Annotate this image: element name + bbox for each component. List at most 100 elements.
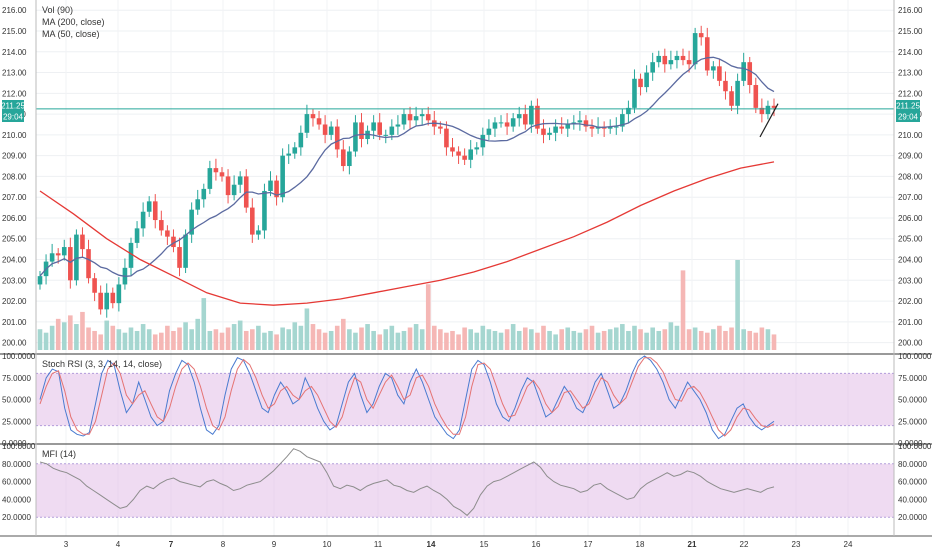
candle-body — [359, 122, 364, 140]
candle-body — [529, 105, 534, 125]
time-tick: 23 — [792, 540, 801, 549]
candle-body — [486, 128, 492, 135]
volume-bar — [765, 329, 771, 350]
volume-bar — [116, 329, 122, 350]
volume-bar — [159, 332, 164, 350]
candle-body — [371, 122, 376, 131]
mfi-line — [39, 448, 775, 517]
volume-bar — [516, 330, 522, 350]
candle-body — [250, 207, 255, 235]
candle-body — [662, 55, 668, 65]
candle-body — [553, 126, 558, 133]
volume-bar — [522, 327, 528, 350]
volume-bars — [37, 260, 777, 350]
volume-bar — [213, 329, 219, 350]
volume-bar — [662, 329, 668, 350]
price-tick-right: 200.00 — [898, 339, 923, 348]
price-tick-left: 202.00 — [2, 297, 27, 306]
price-tick-left: 203.00 — [2, 276, 27, 285]
volume-bar — [486, 329, 492, 350]
price-tick-left: 208.00 — [2, 172, 27, 181]
volume-bar — [747, 330, 753, 350]
volume-bar — [510, 324, 516, 350]
legend-volume: Vol (90) — [42, 5, 73, 15]
candle-body — [711, 66, 716, 71]
volume-bar — [686, 329, 692, 350]
price-tick-right: 207.00 — [898, 193, 923, 202]
price-tick-right: 202.00 — [898, 297, 923, 306]
volume-bar — [347, 329, 352, 350]
candle-body — [159, 220, 164, 231]
candle-body — [92, 278, 97, 293]
mfi-tick-right: 60.0000 — [898, 478, 927, 487]
volume-bar — [680, 270, 686, 350]
candle-body — [456, 151, 461, 156]
candle-body — [583, 120, 589, 127]
volume-bar — [122, 332, 128, 350]
candle-body — [304, 114, 310, 133]
volume-bar — [613, 327, 619, 350]
time-tick: 3 — [64, 540, 69, 549]
candle-body — [383, 134, 389, 136]
price-tick-right: 213.00 — [898, 69, 923, 78]
price-tick-left: 214.00 — [2, 48, 27, 57]
mfi-tick-right: 40.0000 — [898, 495, 927, 504]
volume-bar — [559, 329, 564, 350]
volume-bar — [110, 325, 116, 350]
candle-body — [134, 228, 140, 243]
candle-body — [504, 122, 510, 127]
time-tick: 10 — [323, 540, 332, 549]
volume-bar — [735, 260, 740, 350]
candle-body — [347, 151, 352, 167]
candle-body — [86, 249, 91, 279]
volume-bar — [620, 324, 625, 350]
stoch-d-line — [39, 357, 775, 437]
volume-bar — [61, 322, 67, 350]
volume-bar — [644, 332, 649, 350]
volume-bar — [304, 308, 310, 350]
candle-body — [116, 284, 122, 304]
mfi-title: MFI (14) — [42, 449, 76, 459]
volume-bar — [577, 332, 583, 350]
grid-lines — [36, 0, 894, 536]
volume-bar — [365, 324, 370, 350]
volume-bar — [146, 329, 152, 350]
volume-bar — [438, 329, 443, 350]
last-price-left-bg — [2, 100, 24, 111]
volume-bar — [395, 332, 401, 350]
candle-body — [49, 253, 55, 262]
volume-bar — [104, 320, 110, 350]
countdown-left-text: 29:04 — [3, 113, 24, 122]
candle-body — [632, 78, 637, 108]
candle-body — [638, 78, 643, 88]
candle-body — [183, 234, 188, 268]
volume-bar — [692, 327, 698, 350]
price-tick-right: 201.00 — [898, 318, 923, 327]
volume-bar — [553, 334, 558, 350]
legend-ma50: MA (50, close) — [42, 29, 100, 39]
volume-bar — [152, 334, 158, 350]
volume-bar — [474, 332, 480, 350]
candle-body — [262, 190, 267, 231]
candle-body — [328, 126, 334, 135]
candle-body — [298, 132, 304, 148]
price-tick-left: 206.00 — [2, 214, 27, 223]
volume-bar — [250, 329, 255, 350]
price-tick-left: 212.00 — [2, 89, 27, 98]
stoch-band — [36, 373, 894, 426]
price-tick-left: 213.00 — [2, 69, 27, 78]
candle-body — [274, 180, 279, 198]
time-tick: 7 — [169, 540, 174, 549]
volume-bar — [86, 327, 91, 350]
volume-bar — [280, 327, 285, 350]
last-price-left-text: 211.25 — [1, 102, 25, 111]
volume-bar — [334, 325, 340, 350]
volume-bar — [444, 332, 449, 350]
volume-bar — [134, 330, 140, 350]
volume-bar — [431, 325, 437, 350]
candle-body — [747, 62, 753, 86]
countdown-right-text: 29:04 — [898, 113, 919, 122]
volume-bar — [231, 324, 237, 350]
volume-bar — [322, 332, 328, 350]
volume-bar — [492, 330, 498, 350]
